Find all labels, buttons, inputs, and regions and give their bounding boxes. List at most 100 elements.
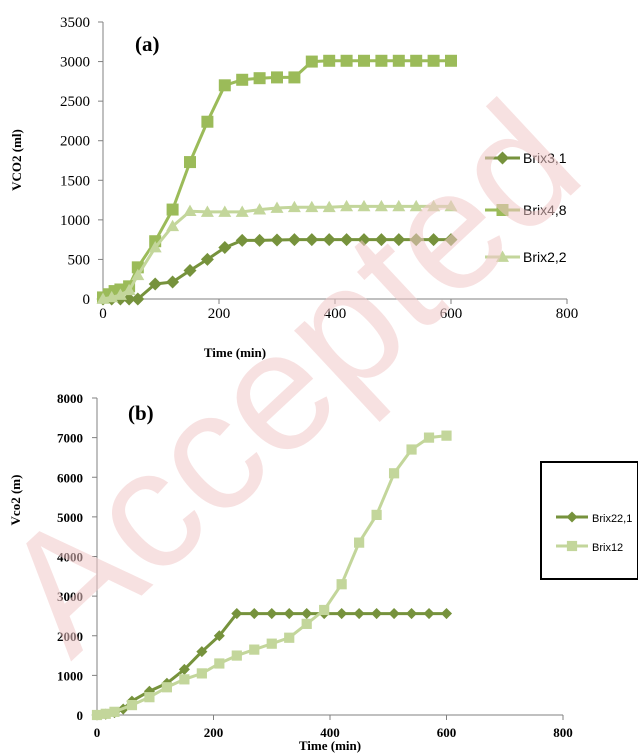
x-tick-label: 0 <box>99 306 107 322</box>
data-point <box>340 233 354 247</box>
data-point <box>270 201 284 213</box>
data-point <box>179 674 190 685</box>
data-point <box>148 277 162 291</box>
data-point <box>100 708 111 719</box>
x-tick-label: 600 <box>440 306 463 322</box>
legend: Brix22,1 Brix12 <box>540 461 638 580</box>
data-point <box>358 54 370 67</box>
data-point <box>374 199 388 212</box>
data-point <box>353 608 365 620</box>
data-point <box>340 199 354 212</box>
legend-item: Brix3,1 <box>485 150 567 166</box>
legend-label: Brix4,8 <box>523 202 567 218</box>
data-point <box>235 233 249 247</box>
data-point <box>148 241 162 253</box>
chart-a: 0 500 1000 1500 2000 2500 3000 3500 0 200 400 600 80… <box>9 15 578 360</box>
data-point <box>301 618 312 629</box>
data-point <box>323 54 336 67</box>
legend-marker <box>566 511 578 523</box>
legend-item: Brix2,2 <box>485 249 567 265</box>
data-point <box>270 233 284 247</box>
legend-label: Brix22,1 <box>592 513 632 525</box>
data-point <box>113 288 127 300</box>
data-point <box>371 509 382 520</box>
data-point <box>444 199 458 212</box>
data-point <box>183 204 197 217</box>
data-point <box>196 668 207 679</box>
data-point <box>287 200 301 213</box>
y-axis-label: VCO2 (ml) <box>9 129 24 191</box>
x-tick-label: 600 <box>437 725 457 740</box>
legend-marker <box>496 151 509 165</box>
data-point <box>357 199 371 212</box>
data-point <box>109 706 120 717</box>
y-tick-label: 0 <box>77 708 84 723</box>
y-tick-label: 6000 <box>57 470 83 485</box>
x-tick-label: 800 <box>556 306 579 322</box>
y-tick-label: 0 <box>83 292 91 308</box>
data-point <box>388 608 400 620</box>
data-point <box>340 54 353 67</box>
y-tick-label: 3000 <box>60 55 90 71</box>
legend-marker <box>566 540 578 552</box>
data-point <box>249 644 260 655</box>
x-tick-label: 400 <box>320 725 340 740</box>
y-axis-label: Vco2 (m) <box>8 475 23 526</box>
data-point <box>392 54 405 67</box>
data-point <box>200 252 214 266</box>
data-point <box>283 608 295 620</box>
legend-item: Brix22,1 <box>556 511 632 525</box>
y-tick-label: 1000 <box>60 213 90 229</box>
data-point <box>196 646 208 658</box>
data-point <box>440 608 453 620</box>
legend-box <box>540 461 638 580</box>
series-brix12 <box>91 430 452 721</box>
data-point <box>441 430 452 441</box>
data-point <box>200 205 214 217</box>
data-point <box>445 54 457 67</box>
data-point <box>266 608 278 620</box>
data-point <box>166 219 180 232</box>
data-point <box>231 608 243 620</box>
data-point <box>305 233 319 247</box>
panel-label: (b) <box>128 401 154 425</box>
data-point <box>122 292 136 306</box>
chart-b: 0 1000 2000 3000 4000 5000 6000 7000 8000 0 200 400… <box>8 391 638 753</box>
data-point <box>444 233 458 247</box>
data-point <box>288 71 301 84</box>
data-point <box>184 156 196 169</box>
data-point <box>392 199 406 212</box>
data-point <box>218 241 232 255</box>
data-point <box>406 608 418 620</box>
data-point <box>271 71 283 84</box>
data-point <box>131 292 145 306</box>
data-point <box>122 283 136 296</box>
series-brix2-2 <box>96 199 458 304</box>
legend-label: Brix12 <box>592 542 623 554</box>
legend-label: Brix2,2 <box>523 249 567 265</box>
data-point <box>357 233 371 247</box>
x-tick-label: 200 <box>204 725 224 740</box>
data-point <box>423 608 435 620</box>
y-tick-label: 500 <box>68 252 91 268</box>
data-point <box>427 199 441 212</box>
data-point <box>371 608 383 620</box>
x-axis-label: Time (min) <box>299 738 361 753</box>
data-point <box>248 608 260 620</box>
data-point <box>214 658 225 669</box>
x-tick-label: 200 <box>208 306 231 322</box>
data-point <box>301 608 313 620</box>
y-tick-label: 7000 <box>57 431 83 446</box>
data-point <box>322 200 336 213</box>
data-point <box>375 54 388 67</box>
data-point <box>319 604 330 616</box>
data-point <box>427 54 440 67</box>
data-point <box>183 264 197 278</box>
data-point <box>266 638 277 649</box>
x-tick-label: 800 <box>553 725 573 740</box>
data-point <box>201 115 214 128</box>
data-point <box>392 233 406 247</box>
data-point <box>287 233 301 247</box>
y-tick-label: 3500 <box>60 15 90 31</box>
